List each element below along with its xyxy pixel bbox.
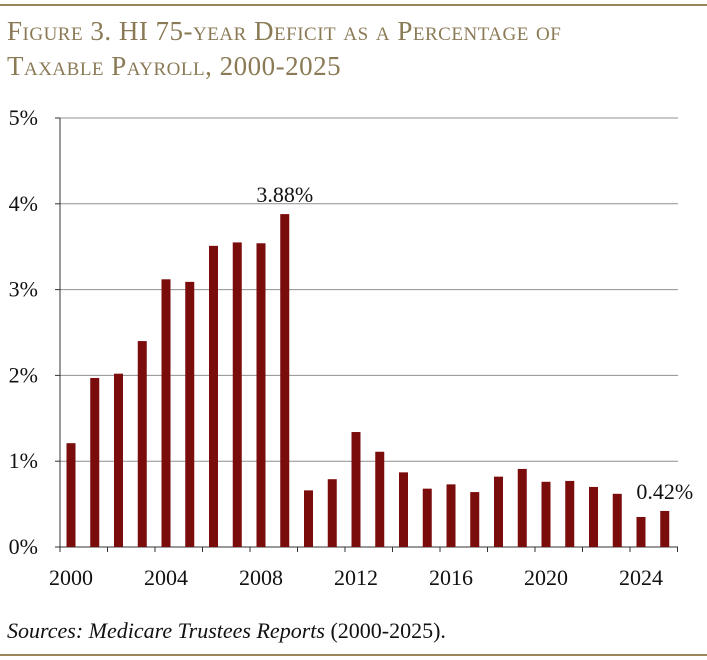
y-tick-label: 2%: [9, 362, 38, 387]
y-tick-label: 1%: [9, 448, 38, 473]
bar-2020: [541, 481, 551, 547]
bar-2005: [185, 281, 195, 547]
bar-chart: 0% 1% 2% 3% 4% 5% 2000 2004 2008 2012 2016 2020 2024…: [9, 105, 693, 590]
figure-title-line-2: Taxable Payroll, 2000-2025: [7, 51, 342, 81]
x-tick-label: 2016: [429, 565, 473, 590]
top-rule: [0, 4, 707, 6]
data-label: 0.42%: [636, 479, 693, 504]
y-tick-label: 0%: [9, 534, 38, 559]
bar-2007: [232, 242, 242, 547]
bar-2012: [351, 432, 361, 547]
bar-2006: [209, 245, 218, 548]
source-note: Sources: Medicare Trustees Reports (2000…: [7, 618, 446, 644]
figure-title-line-1: Figure 3. HI 75-year Deficit as a Percen…: [7, 16, 562, 46]
y-tick-label: 4%: [9, 191, 38, 216]
bar-2013: [375, 451, 385, 547]
data-label: 3.88%: [256, 182, 313, 207]
bar-2008: [256, 243, 266, 547]
bar-2018: [494, 476, 503, 547]
bar-2016: [446, 484, 456, 547]
bar-2000: [66, 443, 76, 547]
bar-2022: [589, 486, 598, 547]
y-tick-label: 3%: [9, 277, 38, 302]
figure-title: Figure 3. HI 75-year Deficit as a Percen…: [7, 14, 702, 84]
bar-2011: [327, 479, 337, 547]
bar-2025: [660, 510, 670, 547]
bar-2024: [636, 516, 646, 547]
bar-2021: [565, 480, 575, 547]
x-tick-label: 2024: [619, 565, 663, 590]
bar-2003: [137, 341, 147, 547]
bar-2014: [399, 472, 408, 547]
y-tick-label: 5%: [9, 105, 38, 130]
source-note-italic: Sources: Medicare Trustees Reports: [7, 618, 325, 643]
bar-2004: [161, 279, 171, 547]
source-note-years: (2000-2025).: [324, 618, 446, 643]
bottom-rule: [0, 654, 707, 656]
x-tick-label: 2000: [49, 565, 93, 590]
bar-2009: [280, 214, 290, 547]
x-tick-label: 2020: [524, 565, 568, 590]
bar-2015: [422, 488, 432, 547]
bar-2001: [90, 377, 100, 547]
x-tick-label: 2008: [239, 565, 283, 590]
bar-2023: [612, 493, 622, 547]
bar-2010: [304, 490, 313, 547]
bar-2019: [517, 468, 527, 547]
bar-2017: [470, 492, 480, 547]
x-tick-label: 2004: [144, 565, 188, 590]
x-tick-label: 2012: [334, 565, 378, 590]
bar-2002: [114, 373, 123, 547]
